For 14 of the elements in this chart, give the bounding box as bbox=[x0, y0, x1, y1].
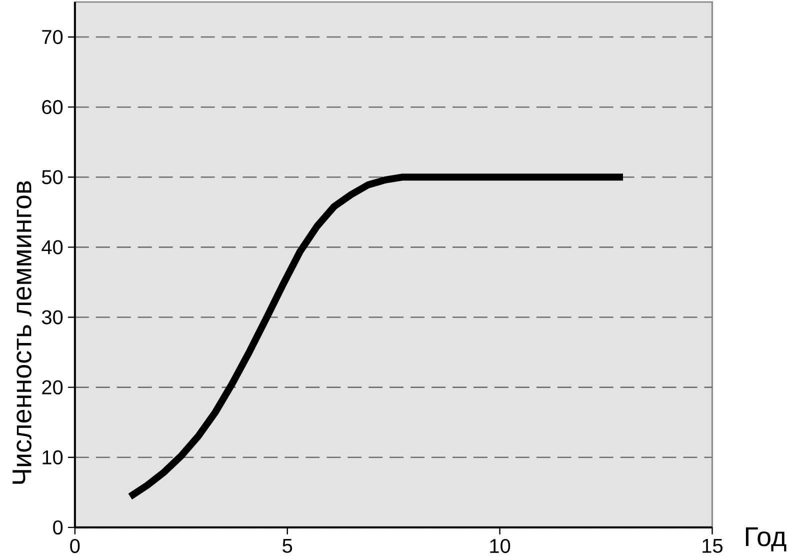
y-tick-label: 70 bbox=[42, 30, 63, 44]
x-tick-label: 5 bbox=[282, 538, 292, 553]
y-tick-label: 30 bbox=[42, 310, 63, 324]
y-tick-label: 20 bbox=[42, 380, 63, 394]
y-tick-label: 60 bbox=[42, 100, 63, 114]
x-tick-label: 10 bbox=[490, 538, 510, 553]
y-axis-title: Численность леммингов bbox=[12, 181, 32, 484]
y-tick-label: 10 bbox=[42, 450, 63, 464]
x-axis-title: Год bbox=[746, 527, 786, 552]
y-tick-label: 50 bbox=[42, 170, 63, 184]
y-tick-label: 0 bbox=[53, 520, 63, 534]
x-tick-label: 15 bbox=[702, 538, 723, 553]
y-tick-label: 40 bbox=[42, 240, 63, 254]
x-tick-label: 0 bbox=[70, 538, 80, 553]
